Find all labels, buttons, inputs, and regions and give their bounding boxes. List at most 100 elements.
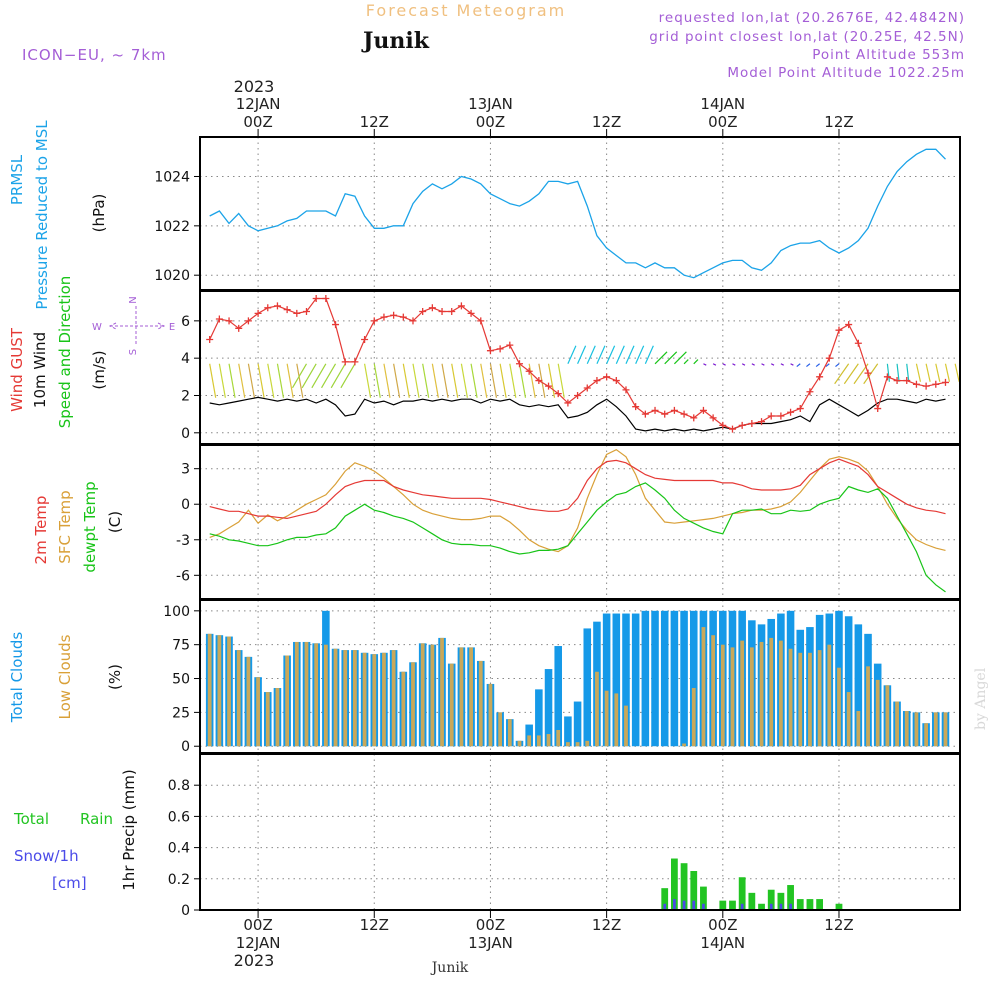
low-cloud-bar <box>372 654 377 747</box>
wind-direction-arrow <box>673 351 687 365</box>
rain-bar <box>719 900 727 910</box>
rain-bar <box>661 888 669 910</box>
y-tick-label: -3 <box>176 533 190 549</box>
low-cloud-bar <box>536 735 541 747</box>
sfc-temp-label: SFC Temp <box>56 490 74 563</box>
total-cloud-bar <box>535 689 543 747</box>
gust-point <box>457 302 465 310</box>
gust-point <box>612 377 620 385</box>
low-cloud-bar <box>779 640 783 747</box>
top-hour-label: 00Z <box>708 113 737 131</box>
top-date-label: 13JAN <box>468 95 513 113</box>
wind-direction-arrow <box>301 363 317 389</box>
low-cloud-bar <box>856 711 861 747</box>
low-cloud-bar <box>265 692 270 747</box>
wind-direction-arrow <box>722 363 726 366</box>
gust-point <box>787 408 795 416</box>
low-cloud-bar <box>498 712 503 747</box>
wind-direction-arrow <box>480 363 488 398</box>
rain-bar <box>758 903 765 910</box>
y-tick-label: 50 <box>172 672 190 688</box>
gust-point <box>845 321 853 329</box>
gust-point <box>438 308 446 316</box>
low-cloud-bar <box>556 729 561 747</box>
wind-direction-arrow <box>321 363 337 389</box>
snow-bar <box>779 903 783 910</box>
gust-point <box>758 418 766 426</box>
rain-bar <box>796 899 804 910</box>
low-cloud-bar <box>769 637 774 747</box>
total-cloud-bar <box>573 701 582 747</box>
gust-point <box>361 336 369 344</box>
low-cloud-bar <box>846 692 851 747</box>
gust-point <box>380 313 388 321</box>
low-cloud-bar <box>527 735 532 747</box>
gust-point <box>515 360 523 368</box>
rain-bar <box>729 900 736 910</box>
rain-bar <box>671 858 678 910</box>
low-cloud-bar <box>740 640 745 747</box>
bottom-hour-label: 12Z <box>360 916 389 934</box>
low-cloud-bar <box>885 685 890 747</box>
snow-bar <box>740 903 744 910</box>
total-cloud-bar <box>689 610 698 747</box>
wind-direction-arrow <box>499 363 507 398</box>
wind-direction-arrow <box>796 363 801 368</box>
low-cloud-bar <box>362 652 367 747</box>
wind-direction-arrow <box>557 363 565 398</box>
gust-point <box>535 377 543 385</box>
snow-bar <box>769 903 773 910</box>
wind-direction-arrow <box>732 363 736 366</box>
low-cloud-bar <box>401 671 406 747</box>
gust-point <box>448 308 456 316</box>
gust-point <box>941 378 949 386</box>
side-labels: PRMSL Pressure Reduced to MSL (hPa) Wind GU… <box>8 120 175 892</box>
gust-point <box>302 308 310 316</box>
wind-direction-arrow <box>296 363 304 398</box>
low-cloud-bar <box>875 679 880 747</box>
wind-direction-arrow <box>286 363 294 398</box>
low-cloud-bar <box>575 742 580 747</box>
total-cloud-bar <box>631 613 640 747</box>
wind-direction-arrow <box>402 363 410 398</box>
wind-direction-arrow <box>257 363 265 398</box>
bottom-date-label: 14JAN <box>700 934 745 952</box>
low-cloud-bar <box>808 652 812 747</box>
wind-direction-arrow <box>780 363 784 366</box>
total-cloud-bar <box>660 610 669 747</box>
total-label: Total <box>13 810 49 828</box>
gust-point <box>641 410 649 418</box>
low-cloud-bar <box>488 683 493 747</box>
wind-direction-arrow <box>567 345 577 365</box>
gust-point <box>651 406 659 414</box>
rain-bar <box>787 885 794 910</box>
panels: 1020102210240246-6-303025507510000.20.40… <box>154 136 961 919</box>
wind10-line <box>209 396 946 432</box>
low-cloud-bar <box>798 652 803 747</box>
wind-direction-arrow <box>363 363 372 398</box>
bottom-hour-label: 12Z <box>592 916 621 934</box>
gust-point <box>583 384 591 392</box>
wind-direction-arrow <box>422 363 430 398</box>
model-point-altitude: Model Point Altitude 1022.25m <box>727 65 965 81</box>
point-altitude: Point Altitude 553m <box>812 47 965 63</box>
low-cloud-bar <box>391 650 396 747</box>
gust-point <box>574 391 582 399</box>
total-cloud-bar <box>602 613 611 747</box>
low-cloud-bar <box>333 648 338 747</box>
low-cloud-bar <box>314 643 319 747</box>
wind-direction-arrow <box>393 363 401 398</box>
gust-point <box>428 304 436 312</box>
rain-bar <box>700 886 707 910</box>
low-clouds-label: Low Clouds <box>56 634 74 719</box>
gust-line <box>209 297 946 430</box>
low-cloud-bar <box>507 719 512 747</box>
snow-unit-label: [cm] <box>52 874 87 892</box>
wind-direction-arrow <box>693 359 699 365</box>
low-cloud-bar <box>895 701 899 747</box>
rain-bar <box>748 892 756 910</box>
wind-direction-arrow <box>806 363 811 368</box>
low-cloud-bar <box>469 647 473 747</box>
